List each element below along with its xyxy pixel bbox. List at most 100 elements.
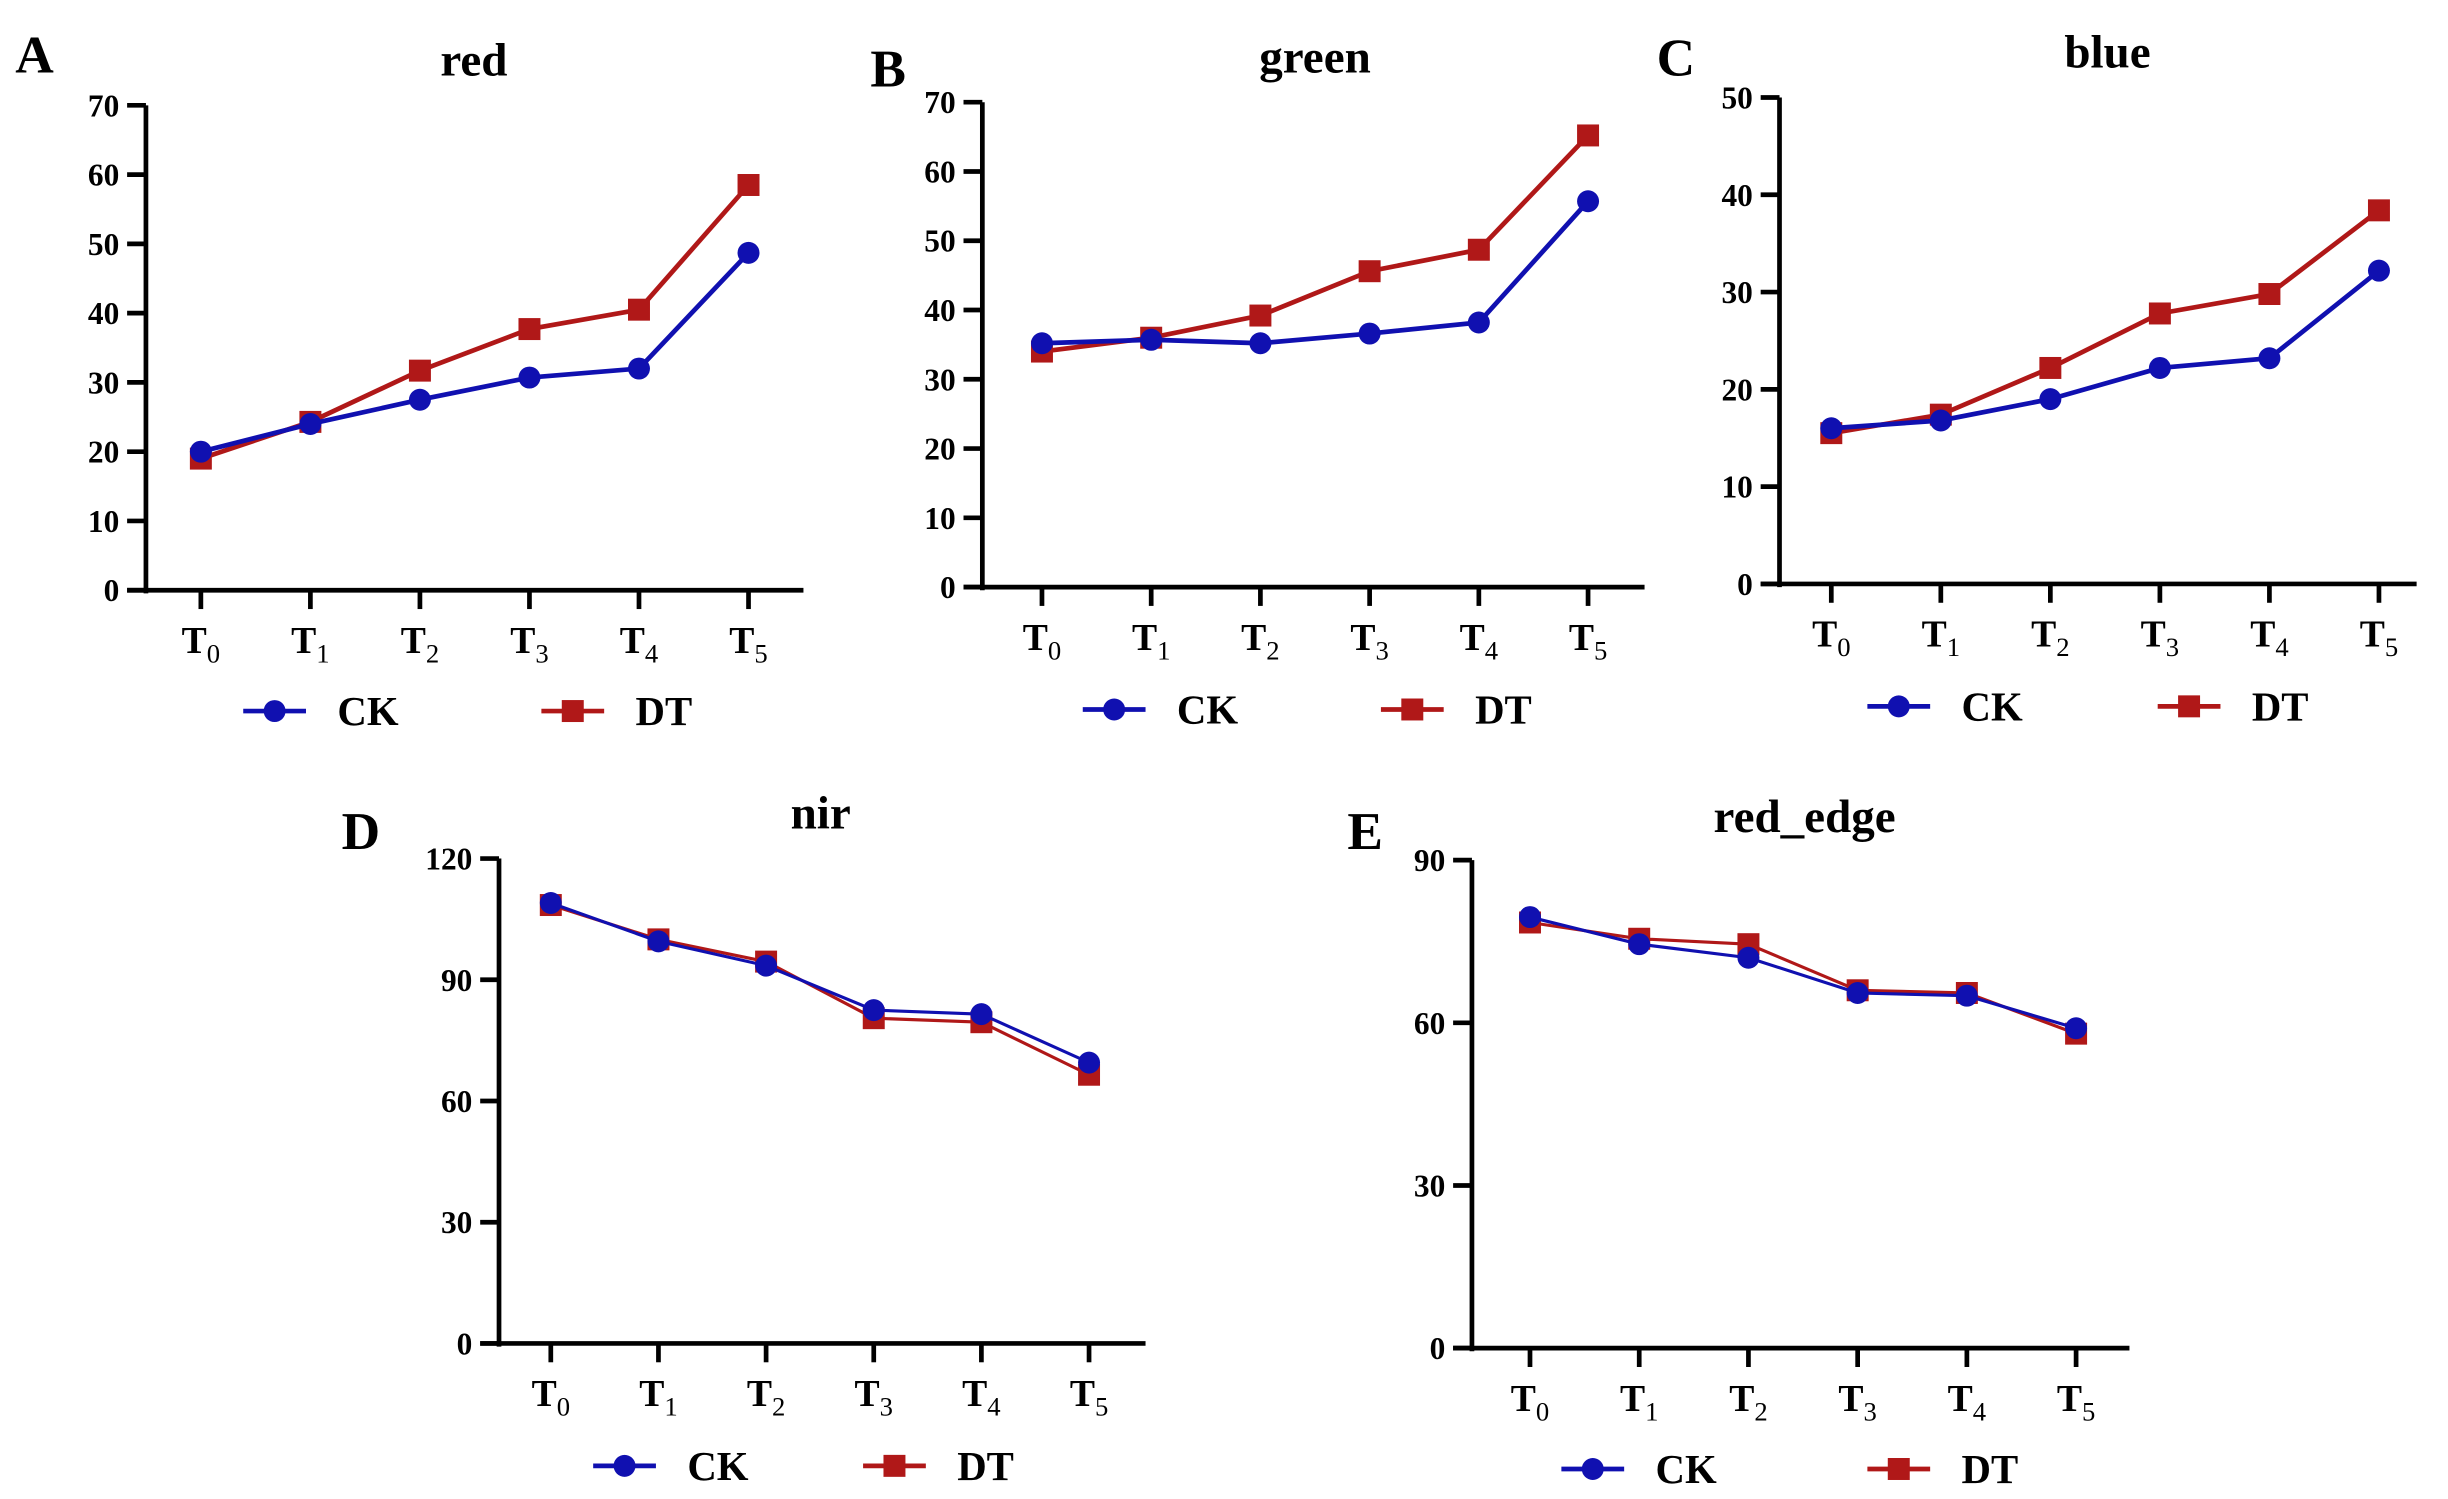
data-point-ck — [1140, 328, 1163, 351]
data-point-ck — [518, 366, 541, 389]
data-point-ck — [755, 954, 778, 977]
data-point-ck — [1249, 332, 1272, 355]
legend-label-ck: CK — [1962, 684, 2023, 729]
legend-marker-dt — [883, 1454, 906, 1477]
data-point-dt — [1358, 260, 1381, 283]
data-point-ck — [737, 241, 760, 264]
legend-label-ck: CK — [1656, 1447, 1717, 1492]
y-tick-label: 60 — [441, 1084, 472, 1119]
series-line-dt — [1041, 133, 1590, 354]
legend-label-dt: DT — [2252, 684, 2309, 729]
x-tick-label: T4 — [962, 1373, 1000, 1421]
x-tick-label: T5 — [2360, 614, 2398, 662]
data-point-dt — [737, 174, 760, 196]
legend: CK DT — [1082, 688, 1532, 733]
data-point-ck — [970, 1003, 993, 1026]
y-tick-label: 30 — [924, 362, 955, 397]
y-tick-label: 0 — [1430, 1331, 1446, 1366]
data-point-ck — [299, 412, 322, 435]
legend-marker-ck — [613, 1454, 636, 1477]
legend: CK DT — [1561, 1447, 2018, 1492]
x-tick-label: T4 — [620, 620, 658, 668]
data-point-dt — [2258, 283, 2281, 305]
y-tick-label: 30 — [1414, 1168, 1445, 1203]
legend-marker-dt — [1401, 698, 1424, 721]
data-point-ck — [2258, 347, 2281, 370]
series-line-ck — [550, 901, 1090, 1065]
chart-title: nir — [791, 788, 851, 840]
data-point-dt — [628, 298, 650, 321]
x-tick-label: T1 — [1922, 614, 1960, 662]
chart-title: green — [1259, 31, 1371, 83]
y-tick-label: 20 — [924, 432, 955, 467]
panel-label: C — [1657, 28, 1696, 88]
y-tick-label: 0 — [457, 1326, 473, 1361]
y-tick-label: 60 — [1414, 1006, 1445, 1041]
data-point-ck — [2367, 259, 2390, 282]
data-point-ck — [1030, 332, 1053, 355]
legend-label-ck: CK — [337, 689, 398, 734]
legend: CK DT — [593, 1444, 1014, 1489]
x-tick-label: T4 — [1460, 617, 1498, 665]
data-point-dt — [2367, 199, 2390, 222]
y-tick-label: 60 — [924, 154, 955, 189]
data-point-dt — [1249, 304, 1272, 327]
series-dt — [1519, 911, 2088, 1045]
panel-label: E — [1347, 801, 1383, 861]
y-tick-label: 70 — [88, 88, 119, 123]
data-point-ck — [1846, 981, 1869, 1004]
series-line-dt — [1830, 208, 2381, 436]
y-tick-label: 50 — [88, 227, 119, 262]
data-point-ck — [1628, 933, 1651, 956]
legend-marker-dt — [561, 700, 584, 723]
x-tick-label: T1 — [1620, 1378, 1658, 1426]
x-tick-label: T5 — [1070, 1373, 1108, 1421]
x-tick-label: T0 — [1511, 1378, 1549, 1426]
data-point-dt — [1467, 238, 1490, 261]
x-tick-label: T5 — [2057, 1378, 2095, 1426]
y-tick-label: 40 — [1721, 178, 1752, 213]
x-tick-label: T2 — [2031, 614, 2069, 662]
legend-marker-ck — [1581, 1458, 1604, 1480]
x-tick-label: T3 — [510, 620, 548, 668]
data-point-dt — [518, 318, 541, 341]
x-tick-label: T5 — [729, 620, 767, 668]
y-tick-label: 70 — [924, 85, 955, 120]
chart-title: blue — [2064, 27, 2150, 79]
series-dt — [1820, 199, 2390, 445]
data-point-ck — [189, 440, 212, 463]
data-point-ck — [1737, 946, 1760, 969]
series-ck — [1030, 190, 1600, 355]
data-point-ck — [862, 999, 885, 1022]
x-tick-label: T1 — [1132, 617, 1170, 665]
x-tick-label: T3 — [1350, 617, 1388, 665]
legend-marker-ck — [1103, 698, 1126, 721]
data-point-ck — [539, 892, 562, 914]
x-tick-label: T0 — [182, 620, 220, 668]
x-tick-label: T2 — [401, 620, 439, 668]
x-tick-label: T0 — [1812, 614, 1850, 662]
y-tick-label: 90 — [441, 963, 472, 998]
data-point-ck — [647, 930, 670, 953]
data-point-dt — [2148, 302, 2171, 325]
series-ck — [189, 241, 760, 463]
series-line-dt — [1529, 920, 2077, 1036]
legend-label-dt: DT — [636, 689, 693, 734]
x-tick-label: T5 — [1569, 617, 1607, 665]
legend-marker-dt — [2178, 695, 2201, 718]
data-point-ck — [2148, 356, 2171, 379]
x-tick-label: T4 — [2250, 614, 2288, 662]
legend-label-dt: DT — [1475, 688, 1532, 733]
x-tick-label: T3 — [2141, 614, 2179, 662]
y-tick-label: 50 — [924, 224, 955, 259]
y-tick-label: 20 — [1721, 372, 1752, 407]
chart-title: red_edge — [1714, 791, 1896, 843]
data-point-ck — [1955, 984, 1978, 1007]
x-tick-label: T3 — [1838, 1378, 1876, 1426]
data-point-ck — [1929, 409, 1952, 432]
x-tick-label: T1 — [291, 620, 329, 668]
y-tick-label: 0 — [104, 573, 120, 608]
